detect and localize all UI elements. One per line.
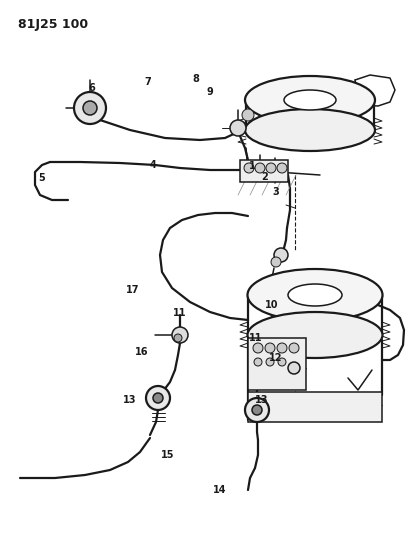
Circle shape [255, 163, 265, 173]
Circle shape [253, 343, 263, 353]
Ellipse shape [248, 312, 383, 358]
Circle shape [289, 343, 299, 353]
Circle shape [153, 393, 163, 403]
Bar [248, 392, 382, 422]
Text: 2: 2 [262, 172, 268, 182]
Text: 15: 15 [161, 450, 175, 460]
Text: 17: 17 [126, 285, 140, 295]
Text: 16: 16 [135, 347, 149, 357]
Circle shape [254, 358, 262, 366]
Text: 6: 6 [89, 83, 95, 93]
Text: 14: 14 [213, 485, 227, 495]
Text: 13: 13 [255, 395, 269, 405]
Circle shape [83, 101, 97, 115]
Ellipse shape [284, 90, 336, 110]
Circle shape [266, 358, 274, 366]
Bar [248, 338, 306, 390]
Circle shape [242, 109, 254, 121]
Text: 12: 12 [269, 353, 283, 363]
Text: 5: 5 [39, 173, 45, 183]
Text: 10: 10 [265, 300, 279, 310]
Text: 11: 11 [249, 333, 263, 343]
Circle shape [252, 405, 262, 415]
Circle shape [271, 257, 281, 267]
Circle shape [74, 92, 106, 124]
Ellipse shape [248, 269, 383, 321]
Text: 1: 1 [248, 161, 255, 171]
Circle shape [277, 343, 287, 353]
Text: 81J25 100: 81J25 100 [18, 18, 88, 31]
Circle shape [265, 343, 275, 353]
Circle shape [146, 386, 170, 410]
Ellipse shape [245, 109, 375, 151]
Circle shape [244, 163, 254, 173]
Bar [240, 160, 288, 182]
Circle shape [274, 248, 288, 262]
Circle shape [266, 163, 276, 173]
Text: 9: 9 [206, 87, 213, 97]
Circle shape [230, 120, 246, 136]
Text: 13: 13 [123, 395, 137, 405]
Text: 8: 8 [193, 74, 200, 84]
Circle shape [277, 163, 287, 173]
Text: 7: 7 [144, 77, 151, 87]
Circle shape [172, 327, 188, 343]
Ellipse shape [288, 284, 342, 306]
Text: 11: 11 [173, 308, 187, 318]
Text: 4: 4 [150, 160, 156, 170]
Circle shape [245, 398, 269, 422]
Circle shape [278, 358, 286, 366]
Text: 3: 3 [273, 187, 279, 197]
Circle shape [174, 334, 182, 342]
Circle shape [288, 362, 300, 374]
Ellipse shape [245, 76, 375, 124]
